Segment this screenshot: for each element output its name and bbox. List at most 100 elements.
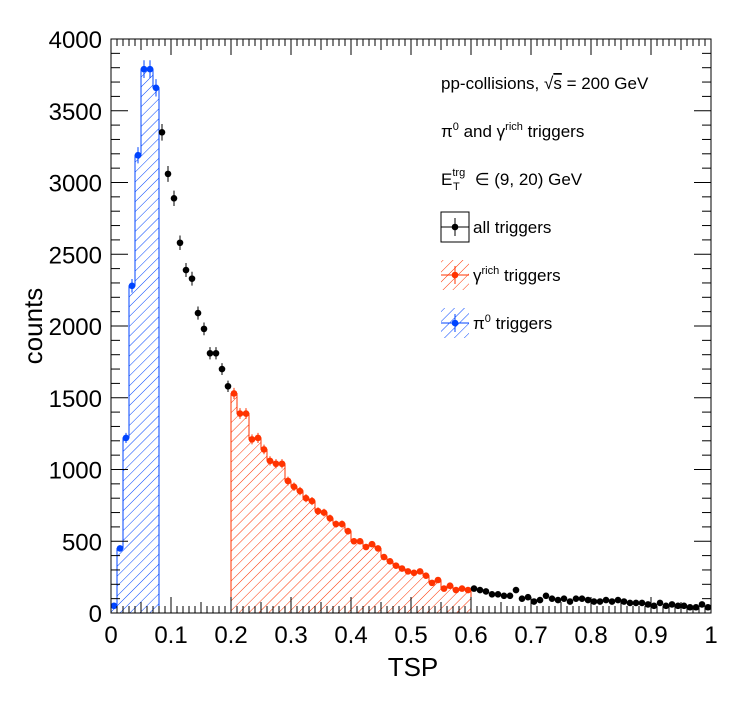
- data-marker: [338, 520, 346, 528]
- gamma-point: [410, 569, 418, 577]
- x-tick-label: 0.5: [394, 622, 427, 649]
- data-markers: [110, 60, 712, 611]
- gamma-point: [326, 514, 334, 522]
- all-triggers-point: [704, 603, 712, 611]
- all-triggers-point: [674, 602, 682, 610]
- data-marker: [182, 266, 190, 274]
- legend-label: all triggers: [473, 218, 551, 237]
- all-triggers-point: [164, 165, 172, 182]
- data-marker: [308, 497, 316, 505]
- all-triggers-point: [494, 591, 502, 598]
- gamma-point: [248, 434, 256, 445]
- data-marker: [572, 595, 580, 602]
- data-marker: [674, 602, 682, 610]
- data-marker: [470, 585, 478, 592]
- pi0-point: [116, 545, 124, 552]
- data-marker: [116, 545, 124, 552]
- data-marker: [350, 537, 358, 545]
- data-marker: [518, 595, 526, 602]
- data-marker: [428, 579, 436, 587]
- data-marker: [332, 520, 340, 528]
- data-marker: [398, 565, 406, 572]
- x-tick-label: 0: [104, 622, 117, 649]
- gamma-point: [452, 586, 460, 594]
- all-triggers-point: [572, 595, 580, 602]
- gamma-point: [332, 520, 340, 528]
- data-marker: [392, 562, 400, 569]
- gamma-point: [266, 456, 274, 466]
- legend-label: γrich triggers: [473, 265, 561, 285]
- gamma-point: [308, 497, 316, 506]
- data-marker: [662, 602, 670, 610]
- all-triggers-point: [224, 380, 232, 392]
- data-marker: [176, 239, 184, 247]
- data-marker: [110, 602, 118, 610]
- plot-frame: [110, 38, 712, 614]
- x-axis-label: TSP: [388, 652, 439, 682]
- x-tick-label: 0.4: [334, 622, 367, 649]
- all-triggers-point: [698, 601, 706, 608]
- x-tick-label: 0.7: [514, 622, 547, 649]
- data-marker: [152, 84, 160, 92]
- data-marker: [218, 365, 226, 373]
- all-triggers-point: [590, 598, 598, 605]
- all-triggers-point: [512, 586, 520, 594]
- data-marker: [188, 275, 196, 282]
- data-marker: [296, 487, 304, 495]
- data-marker: [560, 595, 568, 602]
- data-marker: [206, 349, 214, 357]
- all-triggers-point: [488, 591, 496, 598]
- data-marker: [554, 596, 562, 604]
- data-marker: [344, 527, 352, 535]
- data-marker: [506, 592, 514, 600]
- gamma-point: [464, 586, 472, 594]
- data-marker: [422, 572, 430, 579]
- data-marker: [638, 599, 646, 607]
- y-tick-label: 3000: [49, 171, 102, 198]
- data-marker: [458, 585, 466, 592]
- gamma-point: [446, 582, 454, 590]
- data-marker: [566, 598, 574, 605]
- gamma-point: [380, 553, 388, 561]
- data-marker: [512, 586, 520, 594]
- data-marker: [500, 592, 508, 600]
- data-marker: [302, 494, 310, 502]
- data-marker: [170, 194, 178, 202]
- all-triggers-point: [218, 363, 226, 375]
- data-marker: [284, 477, 292, 485]
- all-triggers-point: [518, 595, 526, 602]
- data-marker: [476, 586, 484, 594]
- all-triggers-point: [644, 601, 652, 608]
- gamma-point: [272, 459, 280, 469]
- data-marker: [368, 540, 376, 548]
- annotation-trigger-types: π0 and γrich triggers: [441, 121, 584, 141]
- data-marker: [524, 593, 532, 601]
- gamma-point: [290, 482, 298, 491]
- annotation-energy-range: Etrg T ∈ (9, 20) GeV: [441, 167, 583, 193]
- data-marker: [440, 585, 448, 592]
- x-tick-label: 0.8: [574, 622, 607, 649]
- pi0-point: [110, 602, 118, 610]
- all-triggers-point: [476, 586, 484, 594]
- data-marker: [578, 595, 586, 602]
- gamma-point: [338, 520, 346, 528]
- data-marker: [224, 382, 232, 390]
- x-tick-label: 0.6: [454, 622, 487, 649]
- all-triggers-point: [692, 603, 700, 611]
- all-triggers-point: [530, 598, 538, 605]
- all-triggers-point: [554, 596, 562, 604]
- gamma-point: [368, 540, 376, 548]
- all-triggers-point: [206, 347, 214, 360]
- x-tick-label: 0.1: [154, 622, 187, 649]
- gamma-point: [254, 432, 262, 443]
- all-triggers-point: [212, 347, 220, 360]
- gamma-point: [404, 568, 412, 575]
- all-triggers-point: [668, 601, 676, 608]
- data-marker: [434, 576, 442, 584]
- data-marker: [248, 436, 256, 443]
- data-marker: [242, 410, 250, 417]
- all-triggers-point: [176, 235, 184, 251]
- gamma-point: [458, 585, 466, 592]
- pi0-point: [128, 278, 136, 293]
